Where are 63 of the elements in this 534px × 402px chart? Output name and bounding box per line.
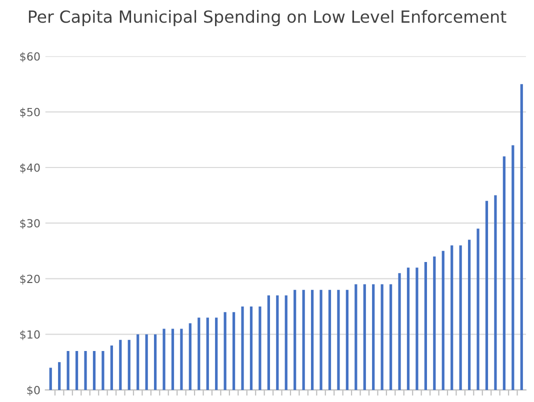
bar: [485, 200, 488, 390]
bar: [241, 306, 244, 390]
bar: [154, 334, 157, 390]
bar: [476, 228, 480, 390]
y-tick-label: $0: [27, 386, 40, 396]
bar: [416, 268, 418, 390]
bar: [267, 295, 270, 390]
bar: [320, 290, 322, 390]
bar: [128, 340, 130, 390]
y-tick-label: $20: [20, 274, 40, 285]
bar: [310, 290, 314, 390]
bar: [250, 306, 253, 390]
bar: [276, 295, 279, 390]
y-tick-label: $50: [20, 108, 40, 118]
bar: [512, 145, 514, 390]
bar: [354, 284, 358, 390]
y-tick-label: $40: [20, 163, 40, 174]
bar: [145, 334, 148, 390]
bar: [433, 256, 436, 390]
y-tick-label: $10: [20, 330, 40, 340]
bar: [258, 306, 262, 390]
bar: [66, 351, 70, 390]
bar: [459, 245, 462, 390]
bar: [406, 268, 410, 390]
bar: [468, 240, 471, 390]
bar: [188, 323, 192, 390]
bar: [294, 290, 296, 390]
bar: [180, 328, 183, 390]
bar: [502, 156, 506, 390]
bar: [206, 318, 209, 390]
y-tick-label: $60: [20, 52, 40, 62]
bar: [328, 290, 332, 390]
bar: [136, 334, 140, 390]
bar: [520, 84, 523, 390]
bar: [215, 318, 218, 390]
y-tick-label: $30: [20, 218, 40, 229]
bar: [337, 290, 340, 390]
bar: [198, 318, 200, 390]
bar: [363, 284, 366, 390]
bar: [58, 362, 61, 390]
bar: [232, 312, 236, 390]
bar: [119, 340, 122, 390]
bar: [171, 328, 174, 390]
bar: [302, 290, 305, 390]
bar: [450, 245, 454, 390]
chart-title: Per Capita Municipal Spending on Low Level Enforcement: [28, 10, 506, 26]
bar: [92, 351, 96, 390]
bar: [424, 262, 427, 390]
bar: [442, 250, 444, 390]
bar: [284, 295, 288, 390]
bar: [494, 195, 497, 390]
bar: [398, 273, 401, 390]
bar: [389, 284, 392, 390]
bar: [224, 312, 226, 390]
bar: [75, 351, 78, 390]
bar: [102, 351, 104, 390]
bar: [346, 290, 348, 390]
bar: [110, 345, 113, 390]
bar: [380, 284, 384, 390]
bar: [162, 328, 166, 390]
bar: [49, 368, 52, 390]
bar: [84, 351, 87, 390]
bar: [372, 284, 375, 390]
